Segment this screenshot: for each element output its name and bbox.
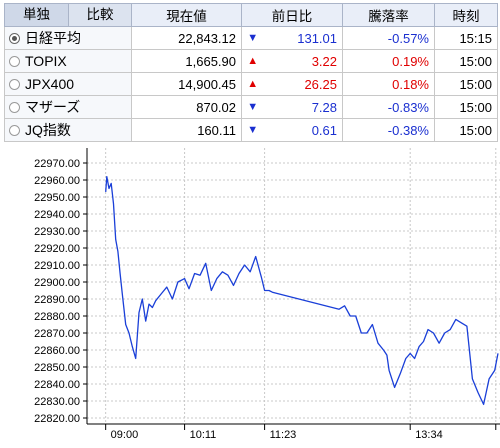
change-value: 131.01 — [263, 26, 343, 50]
radio-icon[interactable] — [9, 79, 20, 90]
x-tick-label: 11:23 — [270, 429, 297, 441]
y-tick-label: 22940.00 — [34, 209, 80, 221]
y-tick-label: 22890.00 — [34, 294, 80, 306]
time-value: 15:00 — [434, 49, 498, 73]
x-tick-label: 09:00 — [111, 429, 139, 441]
radio-icon[interactable] — [9, 102, 20, 113]
x-tick-label: 13:34 — [415, 429, 443, 441]
tab-compare-label[interactable]: 比較 — [86, 7, 114, 22]
time-value: 15:00 — [434, 72, 498, 96]
pct-value: -0.83% — [342, 95, 435, 119]
y-tick-label: 22870.00 — [34, 328, 80, 340]
y-tick-label: 22950.00 — [34, 192, 80, 204]
index-row[interactable]: JPX400 14,900.45 ▲ 26.25 0.18% 15:00 — [4, 72, 498, 96]
radio-checked-icon[interactable] — [9, 33, 20, 44]
index-name: JPX400 — [25, 76, 75, 92]
y-tick-label: 22850.00 — [34, 362, 80, 374]
change-value: 26.25 — [263, 72, 343, 96]
index-name: JQ指数 — [25, 122, 71, 138]
tab-single[interactable]: 単独 — [4, 3, 69, 27]
y-tick-label: 22920.00 — [34, 243, 80, 255]
price-value: 14,900.45 — [131, 72, 242, 96]
time-value: 15:15 — [434, 26, 498, 50]
header-price: 現在値 — [131, 3, 242, 27]
y-tick-label: 22960.00 — [34, 175, 80, 187]
y-tick-label: 22900.00 — [34, 277, 80, 289]
y-tick-label: 22910.00 — [34, 260, 80, 272]
down-arrow-icon: ▼ — [241, 118, 264, 142]
tab-compare[interactable]: 比較 — [68, 3, 132, 27]
y-tick-label: 22880.00 — [34, 311, 80, 323]
price-value: 1,665.90 — [131, 49, 242, 73]
time-value: 15:00 — [434, 118, 498, 142]
pct-value: -0.38% — [342, 118, 435, 142]
pct-value: -0.57% — [342, 26, 435, 50]
change-value: 3.22 — [263, 49, 343, 73]
index-table: 単独 比較 現在値 前日比 騰落率 時刻 日経平均 22,843.12 ▼ 131.0… — [4, 3, 498, 142]
change-value: 7.28 — [263, 95, 343, 119]
index-row[interactable]: 日経平均 22,843.12 ▼ 131.01 -0.57% 15:15 — [4, 26, 498, 50]
index-name-cell[interactable]: JPX400 — [4, 72, 132, 96]
pct-value: 0.18% — [342, 72, 435, 96]
price-value: 22,843.12 — [131, 26, 242, 50]
x-tick-label: 10:11 — [190, 429, 217, 441]
index-name: 日経平均 — [25, 30, 81, 46]
pct-value: 0.19% — [342, 49, 435, 73]
series-line — [105, 175, 499, 406]
y-tick-label: 22820.00 — [34, 413, 80, 425]
change-value: 0.61 — [263, 118, 343, 142]
index-name-cell[interactable]: 日経平均 — [4, 26, 132, 50]
down-arrow-icon: ▼ — [241, 95, 264, 119]
y-tick-label: 22930.00 — [34, 226, 80, 238]
radio-icon[interactable] — [9, 125, 20, 136]
index-row[interactable]: TOPIX 1,665.90 ▲ 3.22 0.19% 15:00 — [4, 49, 498, 73]
table-header-row: 単独 比較 現在値 前日比 騰落率 時刻 — [4, 3, 498, 27]
index-name-cell[interactable]: マザーズ — [4, 95, 132, 119]
down-arrow-icon: ▼ — [241, 26, 264, 50]
y-tick-label: 22840.00 — [34, 379, 80, 391]
radio-icon[interactable] — [9, 56, 20, 67]
price-value: 160.11 — [131, 118, 242, 142]
index-row[interactable]: JQ指数 160.11 ▼ 0.61 -0.38% 15:00 — [4, 118, 498, 142]
index-name: TOPIX — [25, 53, 67, 69]
index-name-cell[interactable]: JQ指数 — [4, 118, 132, 142]
up-arrow-icon: ▲ — [241, 72, 264, 96]
index-name: マザーズ — [25, 99, 81, 115]
index-name-cell[interactable]: TOPIX — [4, 49, 132, 73]
tab-single-label[interactable]: 単独 — [23, 7, 50, 22]
y-tick-label: 22830.00 — [34, 396, 80, 408]
header-change: 前日比 — [241, 3, 343, 27]
chart-background — [0, 148, 500, 448]
intraday-chart: 22820.00 22830.00 22840.00 22850.00 22860.00… — [0, 148, 500, 448]
up-arrow-icon: ▲ — [241, 49, 264, 73]
y-tick-label: 22970.00 — [34, 158, 80, 170]
index-row[interactable]: マザーズ 870.02 ▼ 7.28 -0.83% 15:00 — [4, 95, 498, 119]
time-value: 15:00 — [434, 95, 498, 119]
y-tick-label: 22860.00 — [34, 345, 80, 357]
header-pct: 騰落率 — [342, 3, 435, 27]
price-value: 870.02 — [131, 95, 242, 119]
header-time: 時刻 — [434, 3, 498, 27]
